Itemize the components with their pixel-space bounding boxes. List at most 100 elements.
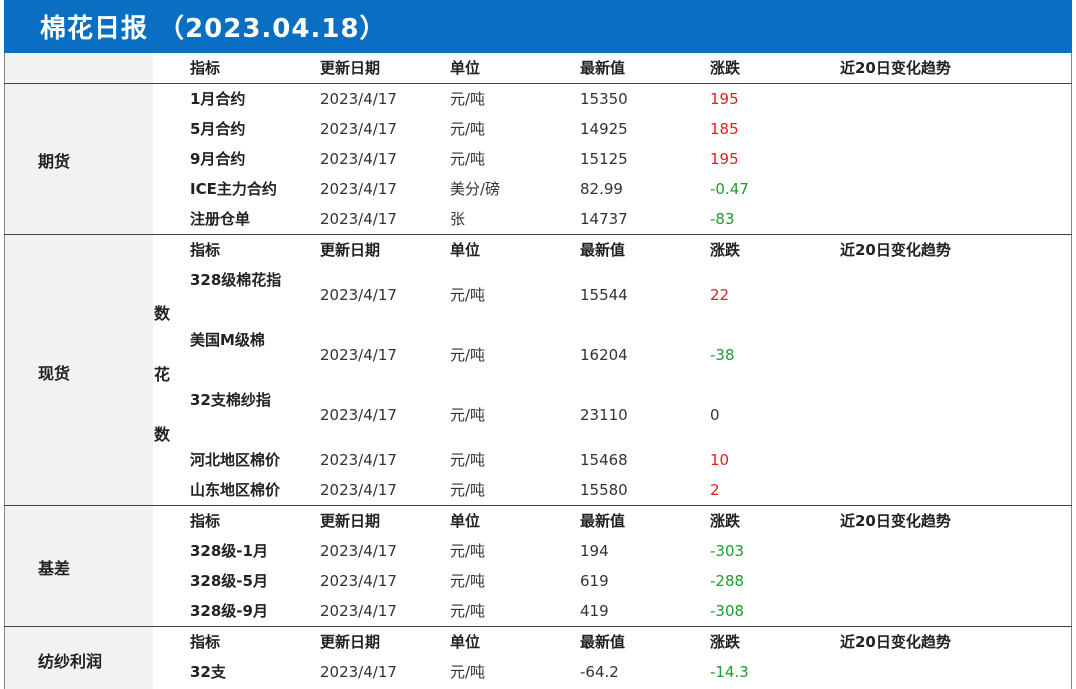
row-unit: 元/吨 [450, 572, 486, 590]
title-bar: 棉花日报 （2023.04.18） [4, 0, 1072, 53]
row-latest: 419 [580, 602, 609, 620]
row-date: 2023/4/17 [320, 663, 397, 681]
row-unit: 元/吨 [450, 346, 486, 364]
section-band [5, 627, 153, 689]
row-indicator: 注册仓单 [190, 210, 251, 228]
row-latest: 14737 [580, 210, 628, 228]
row-change: 195 [710, 90, 739, 108]
row-indicator: 河北地区棉价 [190, 451, 281, 469]
row-unit: 元/吨 [450, 481, 486, 499]
row-change: 185 [710, 120, 739, 138]
row-date: 2023/4/17 [320, 602, 397, 620]
row-unit: 元/吨 [450, 663, 486, 681]
row-latest: 82.99 [580, 180, 623, 198]
row-latest: 15350 [580, 90, 628, 108]
vertical-label-2: 花 [154, 365, 171, 384]
row-latest: -64.2 [580, 663, 619, 681]
header-trend: 近20日变化趋势 [840, 512, 951, 530]
row-latest: 14925 [580, 120, 628, 138]
row-date: 2023/4/17 [320, 286, 397, 304]
row-date: 2023/4/17 [320, 180, 397, 198]
row-change: 0 [710, 406, 720, 424]
header-date: 更新日期 [320, 59, 381, 77]
row-date: 2023/4/17 [320, 346, 397, 364]
row-indicator: 328级-9月 [190, 602, 268, 620]
row-unit: 元/吨 [450, 286, 486, 304]
row-unit: 元/吨 [450, 451, 486, 469]
row-divider [4, 505, 1072, 506]
row-latest: 23110 [580, 406, 628, 424]
row-change: 10 [710, 451, 730, 469]
row-date: 2023/4/17 [320, 572, 397, 590]
row-indicator: 9月合约 [190, 150, 246, 168]
row-divider [4, 234, 1072, 235]
row-unit: 美分/磅 [450, 180, 501, 198]
header-unit: 单位 [450, 633, 481, 651]
row-indicator: 328级-5月 [190, 572, 268, 590]
row-indicator: 328级棉花指 [190, 271, 282, 289]
row-indicator: 山东地区棉价 [190, 481, 281, 499]
row-indicator: ICE主力合约 [190, 180, 277, 198]
row-unit: 元/吨 [450, 406, 486, 424]
header-latest: 最新值 [580, 241, 626, 259]
header-trend: 近20日变化趋势 [840, 241, 951, 259]
row-indicator: 32支 [190, 663, 226, 681]
row-change: -14.3 [710, 663, 749, 681]
row-change: -308 [710, 602, 745, 620]
row-date: 2023/4/17 [320, 481, 397, 499]
section-band [5, 235, 153, 505]
row-date: 2023/4/17 [320, 542, 397, 560]
header-indicator: 指标 [190, 241, 221, 259]
row-change: -38 [710, 346, 735, 364]
row-date: 2023/4/17 [320, 150, 397, 168]
row-unit: 元/吨 [450, 602, 486, 620]
section-label-spot: 现货 [38, 364, 71, 383]
row-indicator: 1月合约 [190, 90, 246, 108]
row-date: 2023/4/17 [320, 406, 397, 424]
header-unit: 单位 [450, 512, 481, 530]
row-unit: 元/吨 [450, 150, 486, 168]
vertical-label-3: 数 [154, 425, 171, 444]
header-unit: 单位 [450, 59, 481, 77]
row-indicator: 5月合约 [190, 120, 246, 138]
header-latest: 最新值 [580, 633, 626, 651]
row-change: -288 [710, 572, 745, 590]
header-latest: 最新值 [580, 512, 626, 530]
row-date: 2023/4/17 [320, 90, 397, 108]
section-band [5, 53, 153, 83]
row-divider [4, 626, 1072, 627]
header-change: 涨跌 [710, 633, 741, 651]
row-latest: 619 [580, 572, 609, 590]
header-indicator: 指标 [190, 633, 221, 651]
header-date: 更新日期 [320, 633, 381, 651]
header-indicator: 指标 [190, 512, 221, 530]
section-label-spinning-profit: 纺纱利润 [38, 652, 103, 671]
header-trend: 近20日变化趋势 [840, 633, 951, 651]
row-latest: 16204 [580, 346, 628, 364]
header-change: 涨跌 [710, 241, 741, 259]
row-date: 2023/4/17 [320, 210, 397, 228]
row-change: -83 [710, 210, 735, 228]
row-unit: 元/吨 [450, 542, 486, 560]
header-change: 涨跌 [710, 59, 741, 77]
header-unit: 单位 [450, 241, 481, 259]
row-unit: 元/吨 [450, 90, 486, 108]
row-latest: 15544 [580, 286, 628, 304]
row-unit: 元/吨 [450, 120, 486, 138]
row-date: 2023/4/17 [320, 120, 397, 138]
row-date: 2023/4/17 [320, 451, 397, 469]
row-divider [4, 83, 1072, 84]
report-title: 棉花日报 （2023.04.18） [40, 14, 387, 44]
row-change: 195 [710, 150, 739, 168]
header-trend: 近20日变化趋势 [840, 59, 951, 77]
section-band [5, 506, 153, 626]
row-change: -303 [710, 542, 745, 560]
row-latest: 15468 [580, 451, 628, 469]
row-change: 2 [710, 481, 720, 499]
row-latest: 15125 [580, 150, 628, 168]
vertical-label-1: 数 [154, 304, 171, 323]
row-change: 22 [710, 286, 730, 304]
report-frame [4, 0, 1072, 689]
row-change: -0.47 [710, 180, 749, 198]
row-unit: 张 [450, 210, 466, 228]
